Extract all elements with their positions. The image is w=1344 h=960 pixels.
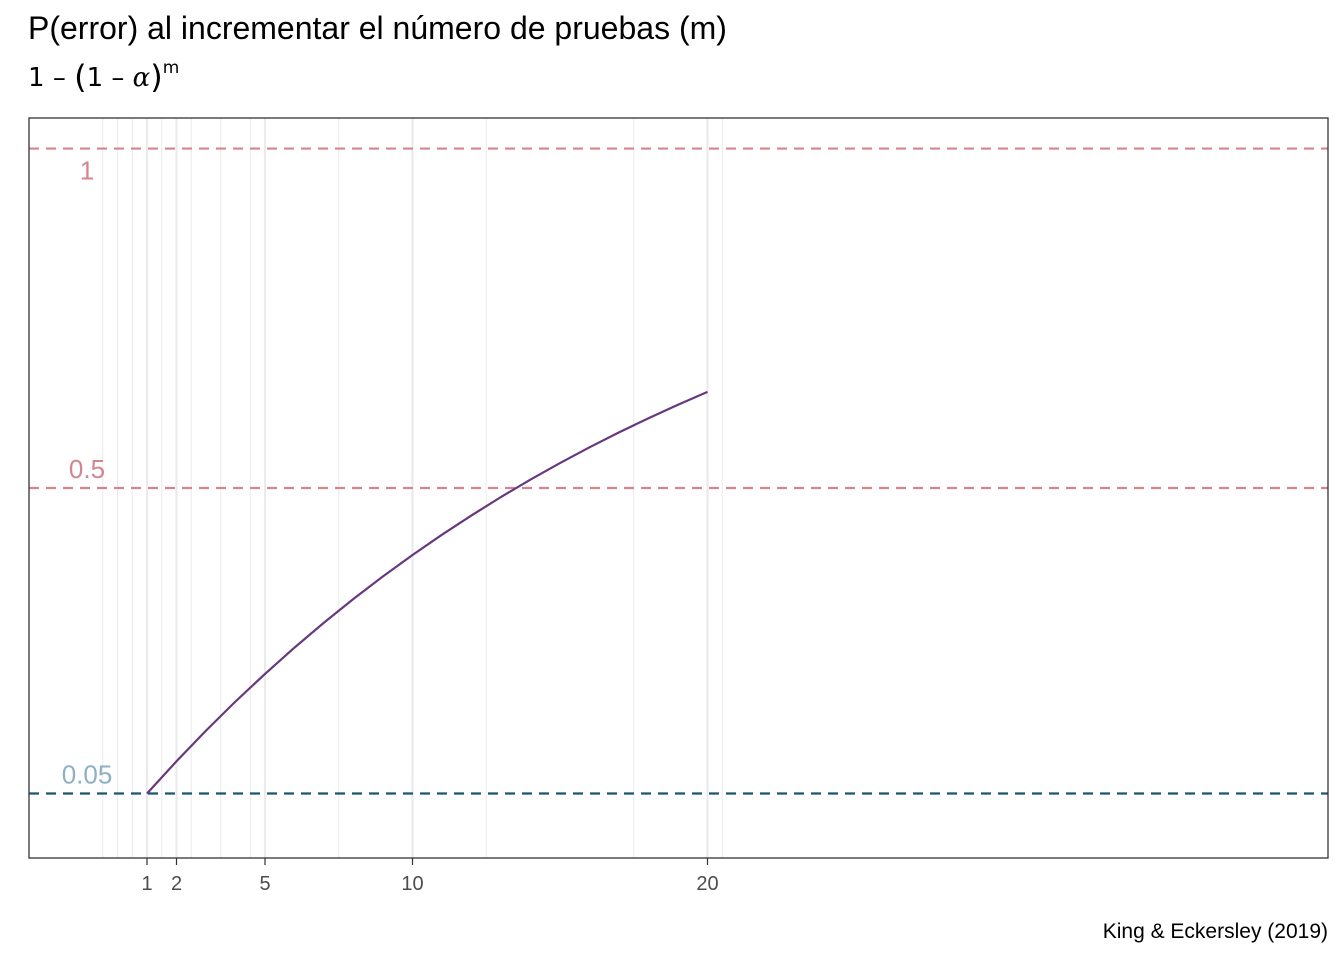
formula-exponent: m: [162, 58, 180, 78]
chart-caption: King & Eckersley (2019): [1102, 920, 1328, 943]
formula-alpha: α: [132, 63, 151, 93]
reference-lines-layer: 1 0.5 0.05: [29, 147, 1328, 795]
chart-subtitle-formula: 1 – (1 – α)m: [28, 56, 180, 96]
x-tick-label: 1: [141, 873, 152, 895]
formula-inner-one: 1: [86, 63, 104, 93]
formula-minus: –: [52, 63, 66, 93]
reference-line-label: 1: [80, 156, 94, 186]
chart-title: P(error) al incrementar el número de pru…: [28, 10, 727, 46]
x-tick-label: 20: [696, 873, 718, 895]
series-layer: [146, 390, 708, 795]
series-line: [146, 390, 708, 795]
reference-line-label: 0.5: [69, 454, 105, 484]
formula-open-paren: (: [74, 58, 87, 96]
panel-border: [28, 117, 1329, 859]
x-tick-label: 2: [171, 873, 182, 895]
formula-inner-minus: –: [111, 63, 125, 93]
reference-line-label: 0.05: [62, 760, 113, 790]
formula-close-paren: ): [150, 58, 163, 96]
formula-one: 1: [28, 63, 45, 93]
x-tick-label: 10: [401, 873, 423, 895]
x-tick-label: 5: [259, 873, 270, 895]
x-axis: 1 2 5 10 20: [141, 858, 719, 895]
